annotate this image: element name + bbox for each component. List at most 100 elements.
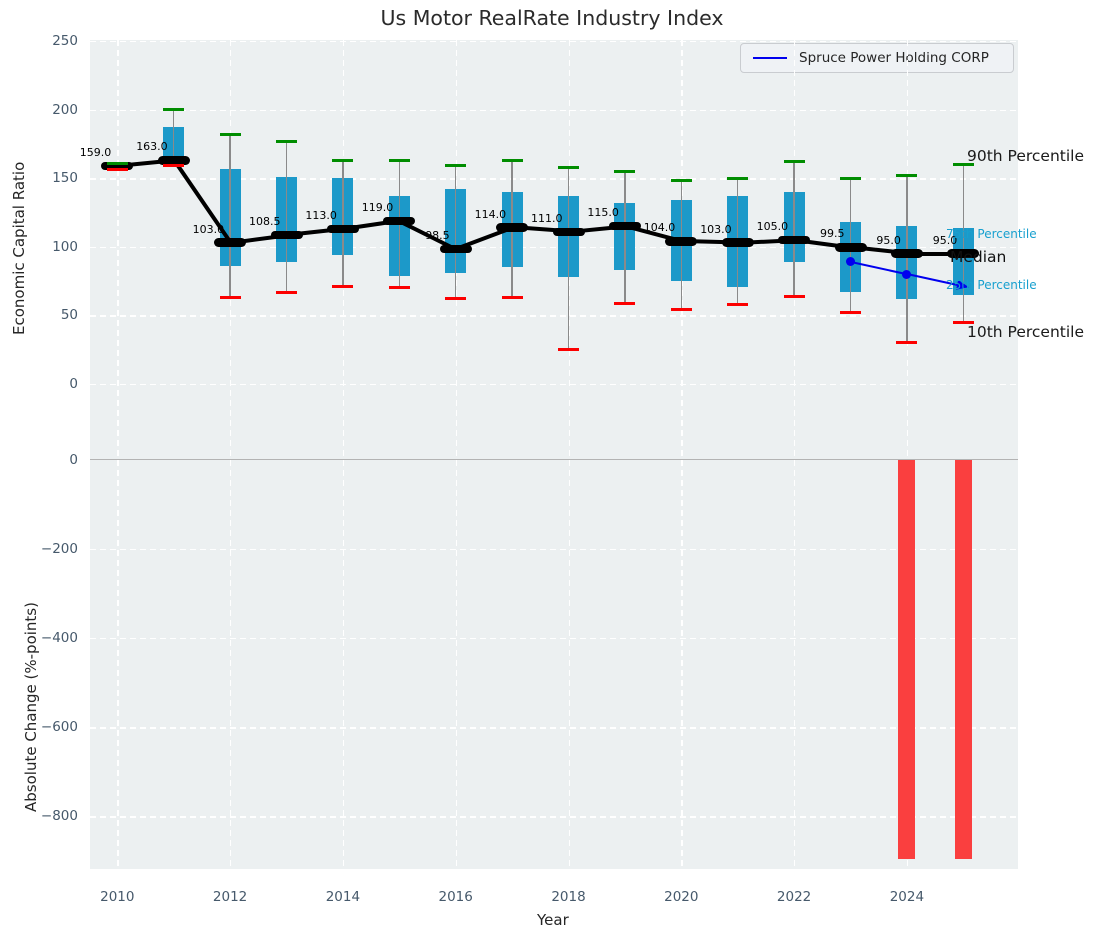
p90-cap bbox=[896, 173, 918, 177]
bottom-gridline-v bbox=[568, 459, 570, 869]
top-gridline-h bbox=[90, 315, 1018, 317]
median-marker bbox=[439, 244, 472, 254]
bottom-gridline-h bbox=[90, 727, 1018, 729]
p10-label: 10th Percentile bbox=[967, 323, 1085, 341]
bottom-gridline-v bbox=[230, 459, 232, 869]
median-marker bbox=[890, 249, 923, 258]
median-marker bbox=[214, 238, 247, 247]
p90-cap bbox=[332, 158, 354, 162]
median-marker bbox=[101, 161, 134, 171]
top-gridline-h bbox=[90, 384, 1018, 386]
top-gridline-h bbox=[90, 178, 1018, 180]
median-marker bbox=[383, 216, 416, 225]
legend-label: Spruce Power Holding CORP bbox=[799, 50, 989, 66]
p10-cap bbox=[276, 290, 297, 294]
p10-cap bbox=[163, 164, 185, 168]
bottom-gridline-v bbox=[117, 459, 119, 869]
p90-cap bbox=[501, 158, 523, 162]
median-label: Median bbox=[950, 248, 1007, 266]
box-whisker-overlay bbox=[173, 127, 175, 164]
p90-cap bbox=[106, 161, 128, 165]
p75-label: 75th Percentile bbox=[946, 227, 1037, 241]
p90-cap bbox=[670, 179, 692, 183]
p10-cap bbox=[332, 285, 354, 289]
box-whisker-overlay bbox=[624, 202, 626, 271]
x-tick-label: 2020 bbox=[664, 889, 699, 905]
box-whisker-overlay bbox=[398, 196, 400, 276]
p10-cap bbox=[106, 168, 128, 172]
x-tick-label: 2016 bbox=[438, 889, 473, 905]
median-marker bbox=[270, 230, 303, 240]
p90-cap bbox=[952, 162, 974, 166]
box-whisker-overlay bbox=[567, 196, 570, 277]
change-bar bbox=[954, 459, 972, 859]
p90-cap bbox=[840, 176, 861, 180]
median-value-label: 105.0 bbox=[756, 219, 789, 233]
p90-cap bbox=[614, 169, 636, 173]
median-value-label: 103.0 bbox=[192, 222, 225, 236]
box-whisker-overlay bbox=[906, 226, 908, 299]
p10-cap bbox=[445, 297, 467, 301]
median-value-label: 111.0 bbox=[531, 211, 563, 225]
legend: Spruce Power Holding CORP bbox=[740, 43, 1014, 73]
p25-label: 25th Percentile bbox=[946, 278, 1037, 292]
box-whisker-overlay bbox=[455, 189, 457, 273]
bottom-y-tick-label: −200 bbox=[40, 540, 78, 557]
median-marker bbox=[326, 224, 359, 234]
bottom-gridline-h bbox=[90, 637, 1018, 640]
chart-title: Us Motor RealRate Industry Index bbox=[380, 6, 724, 30]
p90-cap bbox=[388, 158, 410, 162]
p90-cap bbox=[163, 108, 185, 112]
bottom-gridline-v bbox=[681, 459, 683, 869]
box-whisker-overlay bbox=[229, 168, 231, 266]
p10-cap bbox=[219, 296, 241, 300]
top-y-tick-label: 150 bbox=[52, 170, 78, 187]
p10-cap bbox=[727, 302, 749, 306]
median-marker bbox=[947, 249, 980, 258]
legend-line-sample bbox=[753, 57, 787, 59]
top-y-tick-label: 0 bbox=[69, 376, 78, 392]
median-marker bbox=[721, 238, 754, 247]
box-whisker-overlay bbox=[793, 191, 795, 262]
median-value-label: 159.0 bbox=[79, 145, 112, 159]
median-value-label: 115.0 bbox=[587, 206, 619, 220]
box-whisker-overlay bbox=[285, 176, 288, 262]
box-whisker-overlay bbox=[342, 178, 344, 256]
top-gridline-h bbox=[90, 41, 1018, 43]
bottom-gridline-v bbox=[342, 459, 345, 869]
p10-cap bbox=[388, 286, 410, 290]
box-whisker-overlay bbox=[849, 222, 852, 293]
p10-cap bbox=[558, 348, 579, 352]
bottom-zero-line bbox=[90, 458, 1018, 461]
top-gridline-h bbox=[90, 246, 1018, 249]
top-y-tick-label: 250 bbox=[52, 33, 78, 49]
top-y-tick-label: 200 bbox=[52, 101, 78, 118]
median-value-label: 95.0 bbox=[876, 233, 901, 247]
p90-label: 90th Percentile bbox=[967, 147, 1085, 165]
x-tick-label: 2018 bbox=[551, 889, 586, 905]
p90-cap bbox=[219, 132, 241, 136]
median-value-label: 99.5 bbox=[820, 227, 845, 241]
median-marker bbox=[496, 223, 529, 232]
x-axis-label: Year bbox=[537, 911, 569, 929]
top-y-tick-label: 100 bbox=[52, 238, 78, 255]
p10-cap bbox=[840, 311, 861, 315]
p90-cap bbox=[783, 160, 805, 164]
p90-cap bbox=[276, 139, 297, 143]
top-gridline-h bbox=[90, 109, 1018, 111]
median-value-label: 104.0 bbox=[643, 221, 676, 235]
median-marker bbox=[552, 227, 585, 236]
top-y-tick-label: 50 bbox=[60, 307, 78, 324]
median-marker bbox=[665, 237, 698, 246]
company-point bbox=[902, 269, 912, 279]
median-value-label: 98.5 bbox=[425, 228, 450, 242]
x-tick-label: 2022 bbox=[776, 889, 812, 905]
median-marker bbox=[608, 222, 641, 231]
x-tick-label: 2024 bbox=[889, 889, 925, 905]
bottom-y-tick-label: −400 bbox=[40, 629, 78, 646]
median-value-label: 163.0 bbox=[136, 140, 168, 154]
median-marker bbox=[778, 235, 811, 245]
p10-cap bbox=[952, 320, 974, 324]
bottom-gridline-v bbox=[794, 459, 796, 869]
